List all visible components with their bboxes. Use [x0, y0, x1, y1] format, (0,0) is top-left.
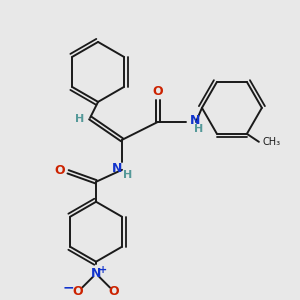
- Text: N: N: [190, 114, 200, 128]
- Text: N: N: [91, 267, 101, 280]
- Text: O: O: [55, 164, 65, 177]
- Text: CH₃: CH₃: [263, 137, 281, 147]
- Text: O: O: [73, 285, 83, 298]
- Text: N: N: [112, 162, 122, 175]
- Text: +: +: [99, 265, 107, 275]
- Text: H: H: [194, 124, 204, 134]
- Text: H: H: [123, 170, 133, 180]
- Text: O: O: [153, 85, 163, 98]
- Text: −: −: [62, 281, 74, 295]
- Text: H: H: [76, 114, 85, 124]
- Text: O: O: [109, 285, 119, 298]
